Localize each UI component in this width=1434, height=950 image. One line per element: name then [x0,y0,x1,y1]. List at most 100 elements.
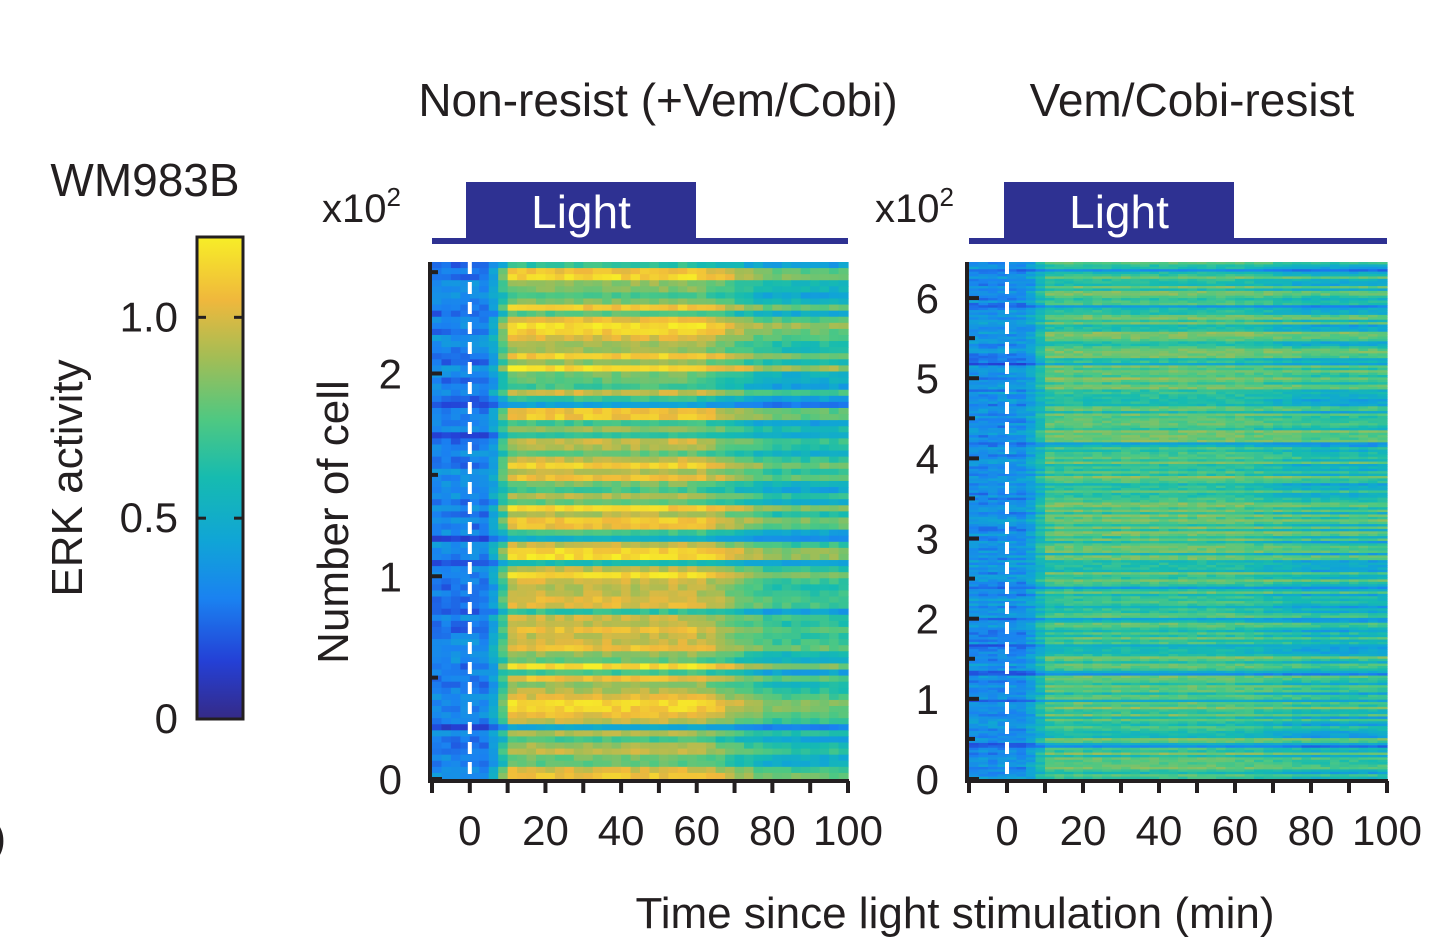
heatmap-cell [800,669,811,677]
heatmap-cell [1311,293,1322,297]
heatmap-cell [668,736,679,744]
heatmap-cell [432,523,443,531]
heatmap-cell [460,322,471,330]
heatmap-cell [441,383,452,391]
heatmap-cell [744,511,755,519]
heatmap-cell [507,365,518,373]
heatmap-cell [744,754,755,762]
heatmap-cell [469,499,480,506]
heatmap-cell [583,420,594,427]
heatmap-cell [649,657,660,665]
heatmap-cell [640,487,651,494]
heatmap-cell [630,706,641,713]
heatmap-cell [725,766,736,774]
heatmap-cell [668,462,679,470]
heatmap-cell [687,633,698,640]
heatmap-cell [488,341,499,348]
heatmap-cell [479,578,490,585]
heatmap-cell [1178,262,1189,265]
heatmap-cell [621,268,632,275]
heatmap-cell [819,760,830,768]
heatmap-cell [1045,326,1056,330]
heatmap-cell [1168,281,1179,285]
heatmap-cell [621,547,632,555]
heatmap-cell [630,414,641,421]
heatmap-cell [687,268,698,275]
heatmap-cell [1130,264,1141,268]
heatmap-cell [744,547,755,555]
heatmap-cell [517,407,528,415]
heatmap-cell [450,651,461,658]
heatmap-cell [658,706,669,713]
heatmap-cell [1007,319,1018,323]
heatmap-cell [498,578,509,585]
heatmap-cell [687,499,698,506]
heatmap-cell [762,547,773,555]
heatmap-cell [838,347,849,354]
heatmap-cell [469,353,480,360]
heatmap-cell [753,505,764,512]
heatmap-cell [791,432,802,439]
heatmap-cell [536,529,547,537]
heatmap-cell [734,766,745,774]
heatmap-cell [791,633,802,640]
heatmap-cell [564,474,575,482]
heatmap-cell [829,645,840,652]
heatmap-cell [1320,312,1331,316]
heatmap-cell [781,505,792,512]
x-tick-label: 80 [749,807,796,854]
heatmap-cell [791,334,802,342]
heatmap-cell [649,353,660,360]
heatmap-cell [800,414,811,421]
heatmap-cell [441,407,452,415]
heatmap-cell [573,274,584,281]
heatmap-cell [640,730,651,738]
heatmap-cell [592,347,603,354]
heatmap-cell [687,529,698,537]
heatmap-cell [536,724,547,731]
heatmap-cell [829,693,840,701]
heatmap-cell [640,334,651,342]
heatmap-cell [658,444,669,452]
heatmap-cell [753,341,764,348]
heatmap-cell [762,760,773,768]
heatmap-cell [1244,312,1255,316]
heatmap-cell [687,541,698,549]
heatmap-cell [696,426,707,433]
heatmap-cell [1216,322,1227,326]
heatmap-cell [1130,283,1141,287]
heatmap-cell [1311,266,1322,270]
heatmap-cell [1368,283,1379,287]
heatmap-cell [479,432,490,439]
heatmap-cell [450,730,461,738]
heatmap-cell [1016,290,1027,294]
heatmap-cell [1282,319,1293,323]
heatmap-cell [668,712,679,719]
heatmap-cell [978,278,989,282]
heatmap-cell [668,262,679,269]
heatmap-cell [1349,290,1360,294]
heatmap-cell [734,748,745,756]
heatmap-cell [621,718,632,725]
heatmap-cell [545,602,556,610]
heatmap-cell [602,754,613,762]
heatmap-cell [1026,326,1037,330]
heatmap-cell [781,523,792,531]
heatmap-cell [810,298,821,306]
heatmap-cell [432,401,443,409]
heatmap-cell [611,438,622,446]
heatmap-cell [715,407,726,415]
heatmap-cell [460,706,471,713]
heatmap-cell [441,444,452,452]
heatmap-cell [517,578,528,585]
heatmap-cell [526,687,537,695]
heatmap-cell [1225,310,1236,314]
heatmap-cell [583,529,594,537]
heatmap-cell [1244,281,1255,285]
heatmap-cell [800,620,811,628]
heatmap-cell [460,523,471,531]
heatmap-cell [1092,283,1103,287]
heatmap-cell [564,687,575,695]
heatmap-cell [969,286,980,290]
heatmap-cell [611,675,622,683]
